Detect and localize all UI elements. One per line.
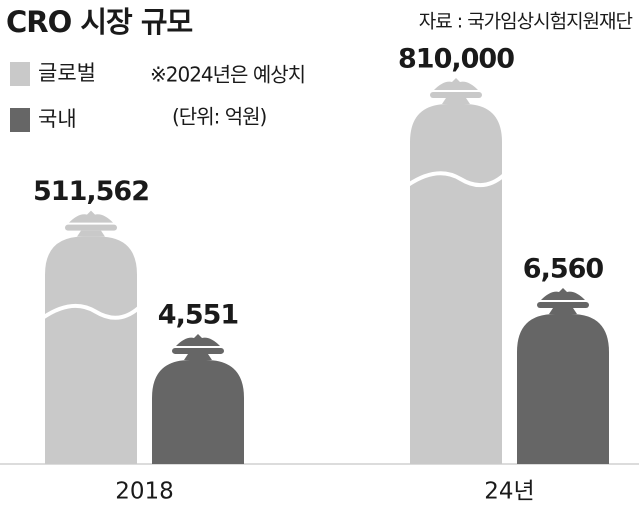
bag — [152, 359, 244, 464]
break-wave — [406, 171, 506, 187]
bag-tie — [172, 347, 224, 354]
bag-tie — [537, 302, 589, 308]
x-tick-label: 24년 — [484, 479, 534, 505]
note: ※2024년은 예상치 — [150, 63, 305, 87]
unit: (단위: 억원) — [172, 105, 266, 129]
value-label: 4,551 — [158, 299, 238, 330]
bag-top — [541, 288, 585, 300]
legend-swatch — [10, 62, 30, 86]
chart-title: CRO 시장 규모 — [6, 5, 192, 39]
value-label: 511,562 — [33, 176, 149, 207]
bag-knot — [77, 230, 105, 237]
source: 자료 : 국가임상시험지원재단 — [419, 11, 633, 33]
bag-knot — [549, 308, 577, 314]
bag — [45, 236, 137, 464]
bag-knot — [184, 353, 212, 360]
bag — [517, 314, 609, 464]
legend-swatch — [10, 108, 30, 132]
break-wave — [41, 303, 141, 320]
value-label: 810,000 — [398, 44, 514, 75]
legend-label: 국내 — [38, 107, 77, 131]
bag-knot — [442, 98, 470, 104]
bag-top — [434, 78, 478, 90]
x-tick-label: 2018 — [115, 479, 174, 505]
bag-top — [176, 333, 220, 346]
bag — [410, 104, 502, 464]
bag-tie — [65, 224, 117, 231]
legend-label: 글로벌 — [38, 61, 96, 85]
bag-top — [69, 210, 113, 223]
bag-tie — [430, 92, 482, 98]
value-label: 6,560 — [523, 254, 604, 285]
